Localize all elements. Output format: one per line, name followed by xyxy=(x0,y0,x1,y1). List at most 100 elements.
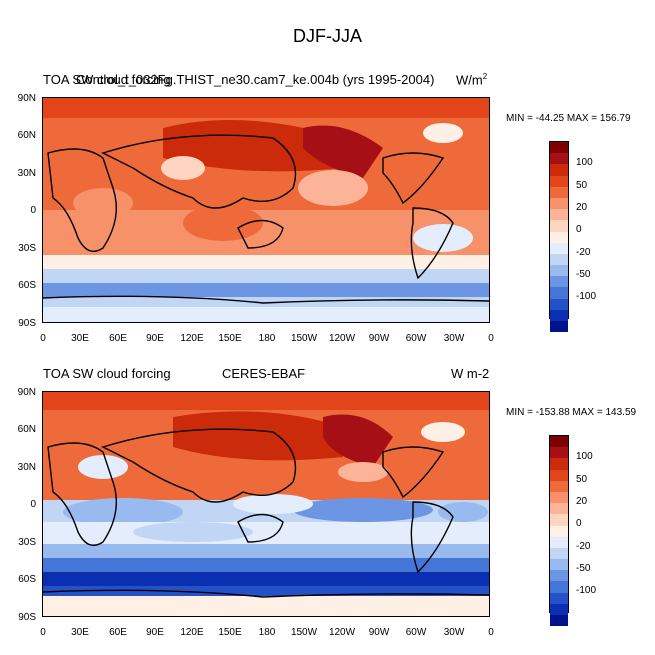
colorbar-swatch xyxy=(550,447,568,459)
lon-tick: 60W xyxy=(405,333,427,344)
colorbar-swatch xyxy=(550,265,568,277)
colorbar-label: -20 xyxy=(576,247,591,258)
colorbar-swatch xyxy=(550,309,568,321)
colorbar-swatch xyxy=(550,469,568,481)
lon-tick: 120E xyxy=(180,333,204,344)
lon-tick: 0 xyxy=(488,333,494,344)
colorbar-label: -100 xyxy=(576,291,597,302)
colorbar-swatch xyxy=(550,436,568,448)
colorbar-swatch xyxy=(550,242,568,254)
colorbar-swatch xyxy=(550,142,568,154)
colorbar-swatch xyxy=(550,231,568,243)
lat-tick: 90S xyxy=(18,612,36,623)
colorbar-swatch xyxy=(550,220,568,232)
lat-tick: 60N xyxy=(17,424,36,435)
bottom-left-title: TOA SW cloud forcing xyxy=(43,366,171,381)
bottom-map-field xyxy=(43,392,489,616)
lon-tick: 0 xyxy=(40,333,46,344)
top-map xyxy=(42,97,490,323)
colorbar-swatch xyxy=(550,603,568,615)
lat-tick: 0 xyxy=(30,499,36,510)
top-panel: TOA SW cloud forcing Control_t_032Fg.THI… xyxy=(17,72,631,344)
colorbar-swatch xyxy=(550,480,568,492)
lon-tick: 90E xyxy=(146,627,164,638)
colorbar-swatch xyxy=(550,287,568,299)
colorbar-label: 100 xyxy=(576,451,593,462)
colorbar-swatch xyxy=(550,514,568,526)
lon-tick: 150E xyxy=(218,627,242,638)
lon-tick: 60W xyxy=(405,627,427,638)
bottom-center-title: CERES-EBAF xyxy=(222,366,306,381)
colorbar-swatch xyxy=(550,581,568,593)
colorbar-label: 50 xyxy=(576,474,588,485)
lat-tick: 30N xyxy=(17,168,36,179)
lat-tick: 90S xyxy=(18,318,36,329)
top-units: W/m2 xyxy=(456,72,488,88)
figure-title: DJF-JJA xyxy=(293,26,362,46)
bottom-colorbar xyxy=(549,435,569,627)
top-center-title: Control_t_032Fg.THIST_ne30.cam7_ke.004b … xyxy=(76,72,435,87)
colorbar-label: 100 xyxy=(576,157,593,168)
colorbar-swatch xyxy=(550,491,568,504)
top-map-field xyxy=(43,98,489,322)
lat-tick: 0 xyxy=(30,205,36,216)
bottom-units: W m-2 xyxy=(451,366,490,381)
lon-tick: 30E xyxy=(71,333,89,344)
colorbar-swatch xyxy=(550,525,568,537)
top-colorbar xyxy=(549,141,569,333)
lon-tick: 120W xyxy=(328,333,356,344)
lat-tick: 60S xyxy=(18,574,36,585)
colorbar-swatch xyxy=(550,321,568,333)
colorbar-label: 20 xyxy=(576,496,588,507)
lat-tick: 30N xyxy=(17,462,36,473)
colorbar-swatch xyxy=(550,153,568,165)
colorbar-swatch xyxy=(550,615,568,627)
lon-tick: 30W xyxy=(443,333,465,344)
lat-tick: 60N xyxy=(17,130,36,141)
colorbar-swatch xyxy=(550,503,568,515)
colorbar-swatch xyxy=(550,592,568,604)
colorbar-label: -50 xyxy=(576,269,591,280)
colorbar-swatch xyxy=(550,175,568,187)
lat-tick: 60S xyxy=(18,280,36,291)
colorbar-swatch xyxy=(550,186,568,198)
colorbar-swatch xyxy=(550,458,568,470)
lon-tick: 0 xyxy=(40,627,46,638)
lon-tick: 30W xyxy=(443,627,465,638)
bottom-map xyxy=(42,391,490,617)
lat-tick: 90N xyxy=(17,387,36,398)
colorbar-label: -20 xyxy=(576,541,591,552)
lat-tick: 30S xyxy=(18,537,36,548)
colorbar-label: -50 xyxy=(576,563,591,574)
top-minmax: MIN = -44.25 MAX = 156.79 xyxy=(506,113,631,124)
colorbar-swatch xyxy=(550,570,568,582)
colorbar-swatch xyxy=(550,536,568,548)
colorbar-label: -100 xyxy=(576,585,597,596)
lon-tick: 150W xyxy=(290,333,318,344)
lon-tick: 90E xyxy=(146,333,164,344)
lon-tick: 60E xyxy=(109,333,127,344)
lon-tick: 120E xyxy=(180,627,204,638)
lon-tick: 90W xyxy=(368,627,390,638)
lat-tick: 30S xyxy=(18,243,36,254)
lon-tick: 90W xyxy=(368,333,390,344)
colorbar-swatch xyxy=(550,209,568,221)
lon-tick: 30E xyxy=(71,627,89,638)
lon-tick: 60E xyxy=(109,627,127,638)
colorbar-label: 0 xyxy=(576,224,582,235)
colorbar-swatch xyxy=(550,298,568,310)
lat-tick: 90N xyxy=(17,93,36,104)
lon-tick: 120W xyxy=(328,627,356,638)
lon-tick: 150W xyxy=(290,627,318,638)
top-left-title: TOA SW cloud forcing xyxy=(43,72,171,87)
colorbar-swatch xyxy=(550,164,568,176)
lon-tick: 180 xyxy=(258,333,276,344)
lon-tick: 0 xyxy=(488,627,494,638)
colorbar-swatch xyxy=(550,197,568,210)
colorbar-swatch xyxy=(550,559,568,571)
colorbar-swatch xyxy=(550,547,568,560)
colorbar-swatch xyxy=(550,276,568,288)
colorbar-label: 20 xyxy=(576,202,588,213)
lon-tick: 180 xyxy=(258,627,276,638)
